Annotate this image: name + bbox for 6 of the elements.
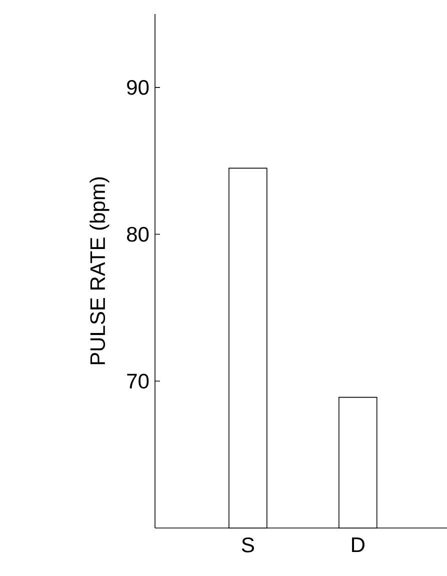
y-axis-title: PULSE RATE (bpm) [90,177,110,364]
x-tick-label: S [242,538,254,552]
y-tick-label: 70 [127,374,149,389]
x-tick-label: D [352,538,364,552]
y-tick-label: 90 [127,80,149,95]
y-tick-label: 80 [127,226,149,242]
